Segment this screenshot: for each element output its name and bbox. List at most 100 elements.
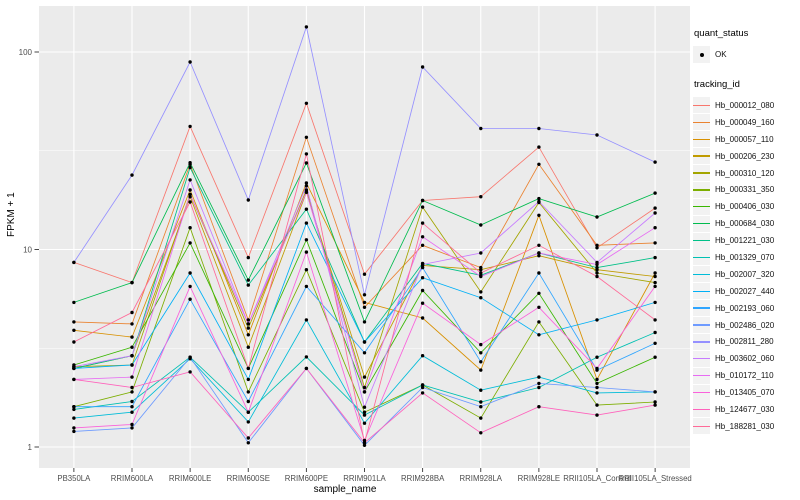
line-swatch-color (693, 408, 710, 411)
legend-item-label: Hb_000310_120 (715, 168, 775, 178)
legend-item-Hb_000684_030: Hb_000684_030 (693, 215, 799, 232)
line-key-swatch (693, 97, 710, 114)
y-axis-title: FPKM + 1 (6, 192, 17, 237)
legend-item-Hb_002193_060: Hb_002193_060 (693, 300, 799, 317)
line-key-swatch (693, 131, 710, 148)
line-swatch-color (693, 189, 710, 191)
legend-item-Hb_000206_230: Hb_000206_230 (693, 148, 799, 165)
legend-item-Hb_000406_030: Hb_000406_030 (693, 198, 799, 215)
line-swatch-color (693, 172, 710, 174)
legend-item-Hb_124677_030: Hb_124677_030 (693, 401, 799, 418)
point-icon (699, 52, 704, 57)
legend-item-ok: OK (693, 46, 799, 63)
line-key-swatch (693, 300, 710, 317)
legend-item-label: Hb_002811_280 (715, 337, 774, 347)
line-key-swatch (693, 401, 710, 418)
legend-item-label: Hb_013405_070 (715, 388, 775, 398)
legend-item-Hb_000057_110: Hb_000057_110 (693, 131, 799, 148)
legend-item-label: OK (715, 50, 727, 59)
legend-item-Hb_002027_440: Hb_002027_440 (693, 283, 799, 300)
line-swatch-color (693, 256, 710, 259)
line-swatch-color (693, 307, 710, 309)
line-key-swatch (693, 232, 710, 249)
line-key-swatch (693, 350, 710, 367)
x-axis-title: sample_name (313, 484, 377, 495)
line-key-swatch (693, 283, 710, 300)
svg-text:RRII105LA_Control: RRII105LA_Control (563, 474, 631, 483)
legend-item-label: Hb_000012_080 (715, 100, 775, 110)
line-key-swatch (693, 418, 710, 435)
line-key-swatch (693, 165, 710, 181)
legend-item-label: Hb_002007_320 (715, 269, 775, 279)
line-key-swatch (693, 181, 710, 198)
legend-item-Hb_000012_080: Hb_000012_080 (693, 97, 799, 114)
legend-item-Hb_002486_020: Hb_002486_020 (693, 317, 799, 334)
line-swatch-color (693, 104, 710, 107)
line-key-swatch (693, 317, 710, 334)
legend-item-Hb_002007_320: Hb_002007_320 (693, 266, 799, 283)
line-key-swatch (693, 266, 710, 283)
line-key-swatch (693, 333, 710, 350)
legend-title-tracking-id: tracking_id (694, 79, 740, 90)
legend-item-label: Hb_001221_030 (715, 236, 775, 246)
line-key-swatch (693, 384, 710, 401)
legend-item-Hb_002811_280: Hb_002811_280 (693, 333, 799, 350)
svg-text:1: 1 (28, 443, 33, 452)
line-key-swatch (693, 198, 710, 215)
svg-text:RRII105LA_Stressed: RRII105LA_Stressed (619, 474, 692, 483)
svg-text:RRIM928LE: RRIM928LE (518, 474, 560, 483)
line-key-swatch (693, 249, 710, 266)
legend-item-label: Hb_002027_440 (715, 286, 775, 296)
legend-item-label: Hb_000206_230 (715, 151, 775, 161)
svg-text:100: 100 (19, 48, 33, 57)
line-swatch-color (693, 290, 710, 292)
line-swatch-color (693, 273, 710, 276)
line-key-swatch (693, 367, 710, 384)
legend-items-tracking-id: Hb_000012_080 Hb_000049_160 Hb_000057_110 H… (693, 97, 799, 435)
legend-item-Hb_013405_070: Hb_013405_070 (693, 384, 799, 401)
legend-item-label: Hb_002193_060 (715, 303, 775, 313)
legend-item-Hb_188281_030: Hb_188281_030 (693, 418, 799, 435)
legend-item-label: Hb_000684_030 (715, 219, 775, 229)
line-swatch-color (693, 222, 710, 225)
svg-text:PB350LA: PB350LA (57, 474, 91, 483)
legend-item-Hb_000310_120: Hb_000310_120 (693, 165, 799, 182)
point-key-swatch (693, 46, 710, 63)
svg-text:10: 10 (23, 246, 32, 255)
legend-item-label: Hb_000406_030 (715, 202, 775, 212)
line-swatch-color (693, 341, 710, 343)
line-swatch-color (693, 358, 710, 360)
legend-item-label: Hb_003602_060 (715, 354, 775, 364)
svg-text:RRIM600LE: RRIM600LE (169, 474, 211, 483)
legend-item-label: Hb_000057_110 (715, 134, 774, 144)
svg-text:RRIM600LA: RRIM600LA (111, 474, 154, 483)
line-key-swatch (693, 215, 710, 232)
svg-text:RRIM600SE: RRIM600SE (227, 474, 270, 483)
line-swatch-color (693, 138, 710, 140)
legend-item-Hb_001329_070: Hb_001329_070 (693, 249, 799, 266)
legend-item-Hb_001221_030: Hb_001221_030 (693, 232, 799, 249)
legend-item-label: Hb_188281_030 (715, 421, 775, 431)
svg-text:RRIM928BA: RRIM928BA (401, 474, 445, 483)
line-swatch-color (693, 155, 710, 157)
legend-item-Hb_000049_160: Hb_000049_160 (693, 114, 799, 131)
legend-title-quant-status: quant_status (694, 28, 749, 39)
svg-text:RRIM600PE: RRIM600PE (285, 474, 328, 483)
svg-text:RRIM901LA: RRIM901LA (343, 474, 386, 483)
legend-item-label: Hb_000331_350 (715, 185, 775, 195)
line-swatch-color (693, 239, 710, 242)
legend-item-label: Hb_124677_030 (715, 404, 775, 414)
legend-item-label: Hb_002486_020 (715, 320, 775, 330)
legend-item-Hb_000331_350: Hb_000331_350 (693, 181, 799, 198)
legend-panel: quant_status OK tracking_id Hb_000012_08… (693, 28, 799, 435)
svg-text:RRIM928LA: RRIM928LA (460, 474, 503, 483)
legend-item-label: Hb_001329_070 (715, 252, 775, 262)
line-swatch-color (693, 374, 710, 377)
legend-item-label: Hb_010172_110 (715, 371, 774, 381)
line-swatch-color (693, 121, 710, 124)
legend-item-label: Hb_000049_160 (715, 117, 775, 127)
legend-item-Hb_003602_060: Hb_003602_060 (693, 350, 799, 367)
line-swatch-color (693, 425, 710, 428)
